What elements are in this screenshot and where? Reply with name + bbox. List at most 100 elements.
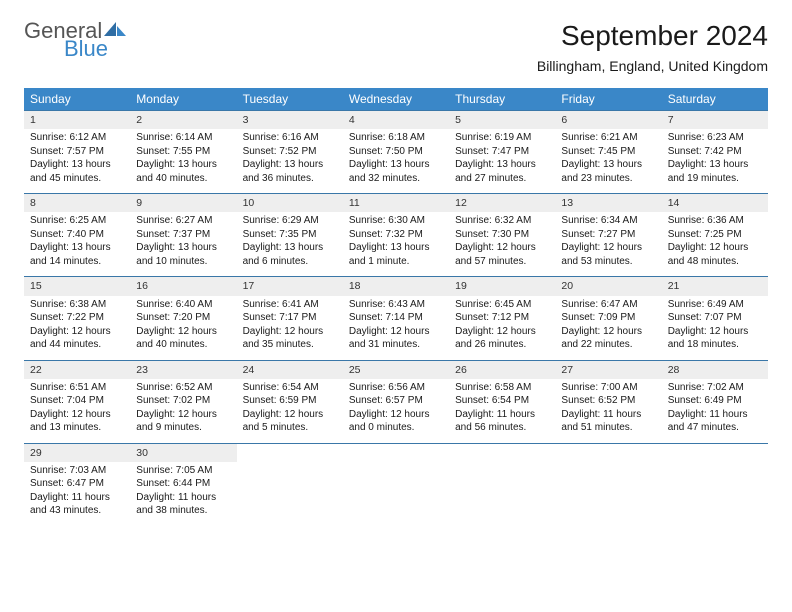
calendar-cell: 28Sunrise: 7:02 AMSunset: 6:49 PMDayligh… [662, 360, 768, 443]
day-detail: Sunrise: 6:40 AMSunset: 7:20 PMDaylight:… [130, 296, 236, 360]
sunrise-text: Sunrise: 7:05 AM [136, 464, 230, 478]
daylight-line1: Daylight: 12 hours [30, 325, 124, 339]
day-detail: Sunrise: 6:12 AMSunset: 7:57 PMDaylight:… [24, 129, 130, 193]
calendar-cell: 11Sunrise: 6:30 AMSunset: 7:32 PMDayligh… [343, 194, 449, 277]
calendar-cell: 29Sunrise: 7:03 AMSunset: 6:47 PMDayligh… [24, 443, 130, 526]
sunrise-text: Sunrise: 6:25 AM [30, 214, 124, 228]
sunset-text: Sunset: 7:14 PM [349, 311, 443, 325]
daylight-line2: and 10 minutes. [136, 255, 230, 269]
day-number: 21 [662, 277, 768, 295]
weekday-tuesday: Tuesday [237, 88, 343, 111]
daylight-line1: Daylight: 12 hours [349, 325, 443, 339]
calendar-cell [237, 443, 343, 526]
sunrise-text: Sunrise: 6:58 AM [455, 381, 549, 395]
daylight-line1: Daylight: 13 hours [136, 241, 230, 255]
daylight-line2: and 18 minutes. [668, 338, 762, 352]
daylight-line1: Daylight: 12 hours [243, 408, 337, 422]
day-detail: Sunrise: 6:27 AMSunset: 7:37 PMDaylight:… [130, 212, 236, 276]
sunset-text: Sunset: 7:32 PM [349, 228, 443, 242]
sunset-text: Sunset: 7:30 PM [455, 228, 549, 242]
day-detail: Sunrise: 6:19 AMSunset: 7:47 PMDaylight:… [449, 129, 555, 193]
daylight-line2: and 44 minutes. [30, 338, 124, 352]
daylight-line2: and 31 minutes. [349, 338, 443, 352]
day-detail: Sunrise: 7:02 AMSunset: 6:49 PMDaylight:… [662, 379, 768, 443]
sunrise-text: Sunrise: 6:34 AM [561, 214, 655, 228]
daylight-line1: Daylight: 11 hours [668, 408, 762, 422]
day-number: 1 [24, 111, 130, 129]
sunset-text: Sunset: 7:50 PM [349, 145, 443, 159]
daylight-line2: and 51 minutes. [561, 421, 655, 435]
sunrise-text: Sunrise: 6:16 AM [243, 131, 337, 145]
calendar-cell: 20Sunrise: 6:47 AMSunset: 7:09 PMDayligh… [555, 277, 661, 360]
day-number: 11 [343, 194, 449, 212]
calendar-cell: 8Sunrise: 6:25 AMSunset: 7:40 PMDaylight… [24, 194, 130, 277]
daylight-line2: and 1 minute. [349, 255, 443, 269]
calendar-cell [343, 443, 449, 526]
sunrise-text: Sunrise: 6:56 AM [349, 381, 443, 395]
weekday-saturday: Saturday [662, 88, 768, 111]
day-detail: Sunrise: 6:47 AMSunset: 7:09 PMDaylight:… [555, 296, 661, 360]
sunrise-text: Sunrise: 6:19 AM [455, 131, 549, 145]
daylight-line2: and 23 minutes. [561, 172, 655, 186]
sunrise-text: Sunrise: 6:43 AM [349, 298, 443, 312]
daylight-line1: Daylight: 13 hours [349, 241, 443, 255]
daylight-line1: Daylight: 13 hours [243, 241, 337, 255]
day-detail: Sunrise: 6:29 AMSunset: 7:35 PMDaylight:… [237, 212, 343, 276]
calendar-cell: 2Sunrise: 6:14 AMSunset: 7:55 PMDaylight… [130, 111, 236, 194]
day-number: 7 [662, 111, 768, 129]
calendar-cell: 25Sunrise: 6:56 AMSunset: 6:57 PMDayligh… [343, 360, 449, 443]
daylight-line1: Daylight: 12 hours [668, 325, 762, 339]
day-detail: Sunrise: 6:58 AMSunset: 6:54 PMDaylight:… [449, 379, 555, 443]
daylight-line2: and 57 minutes. [455, 255, 549, 269]
day-number: 5 [449, 111, 555, 129]
daylight-line1: Daylight: 12 hours [455, 325, 549, 339]
daylight-line1: Daylight: 11 hours [136, 491, 230, 505]
day-detail: Sunrise: 6:49 AMSunset: 7:07 PMDaylight:… [662, 296, 768, 360]
day-detail: Sunrise: 6:18 AMSunset: 7:50 PMDaylight:… [343, 129, 449, 193]
logo: General Blue [24, 20, 126, 60]
calendar-cell: 10Sunrise: 6:29 AMSunset: 7:35 PMDayligh… [237, 194, 343, 277]
sunset-text: Sunset: 6:52 PM [561, 394, 655, 408]
sunrise-text: Sunrise: 6:45 AM [455, 298, 549, 312]
daylight-line2: and 47 minutes. [668, 421, 762, 435]
day-number: 22 [24, 361, 130, 379]
day-detail: Sunrise: 6:34 AMSunset: 7:27 PMDaylight:… [555, 212, 661, 276]
daylight-line2: and 38 minutes. [136, 504, 230, 518]
sunset-text: Sunset: 6:49 PM [668, 394, 762, 408]
day-number: 4 [343, 111, 449, 129]
daylight-line2: and 5 minutes. [243, 421, 337, 435]
calendar-row: 15Sunrise: 6:38 AMSunset: 7:22 PMDayligh… [24, 277, 768, 360]
daylight-line1: Daylight: 13 hours [455, 158, 549, 172]
daylight-line1: Daylight: 13 hours [561, 158, 655, 172]
day-number: 28 [662, 361, 768, 379]
calendar-row: 29Sunrise: 7:03 AMSunset: 6:47 PMDayligh… [24, 443, 768, 526]
daylight-line2: and 26 minutes. [455, 338, 549, 352]
daylight-line2: and 56 minutes. [455, 421, 549, 435]
weekday-wednesday: Wednesday [343, 88, 449, 111]
day-number: 18 [343, 277, 449, 295]
daylight-line1: Daylight: 12 hours [30, 408, 124, 422]
sunset-text: Sunset: 7:02 PM [136, 394, 230, 408]
calendar-cell: 19Sunrise: 6:45 AMSunset: 7:12 PMDayligh… [449, 277, 555, 360]
sunrise-text: Sunrise: 7:03 AM [30, 464, 124, 478]
calendar-cell: 26Sunrise: 6:58 AMSunset: 6:54 PMDayligh… [449, 360, 555, 443]
sunrise-text: Sunrise: 6:38 AM [30, 298, 124, 312]
day-detail: Sunrise: 6:43 AMSunset: 7:14 PMDaylight:… [343, 296, 449, 360]
day-number: 6 [555, 111, 661, 129]
calendar-cell: 5Sunrise: 6:19 AMSunset: 7:47 PMDaylight… [449, 111, 555, 194]
weekday-friday: Friday [555, 88, 661, 111]
sunset-text: Sunset: 7:27 PM [561, 228, 655, 242]
sunrise-text: Sunrise: 6:47 AM [561, 298, 655, 312]
day-detail: Sunrise: 6:56 AMSunset: 6:57 PMDaylight:… [343, 379, 449, 443]
daylight-line2: and 40 minutes. [136, 338, 230, 352]
day-detail: Sunrise: 6:23 AMSunset: 7:42 PMDaylight:… [662, 129, 768, 193]
daylight-line2: and 53 minutes. [561, 255, 655, 269]
day-detail: Sunrise: 7:05 AMSunset: 6:44 PMDaylight:… [130, 462, 236, 526]
calendar-cell: 14Sunrise: 6:36 AMSunset: 7:25 PMDayligh… [662, 194, 768, 277]
daylight-line1: Daylight: 12 hours [349, 408, 443, 422]
day-detail: Sunrise: 7:03 AMSunset: 6:47 PMDaylight:… [24, 462, 130, 526]
sunset-text: Sunset: 6:47 PM [30, 477, 124, 491]
sunset-text: Sunset: 7:09 PM [561, 311, 655, 325]
day-detail: Sunrise: 6:36 AMSunset: 7:25 PMDaylight:… [662, 212, 768, 276]
calendar-cell: 3Sunrise: 6:16 AMSunset: 7:52 PMDaylight… [237, 111, 343, 194]
